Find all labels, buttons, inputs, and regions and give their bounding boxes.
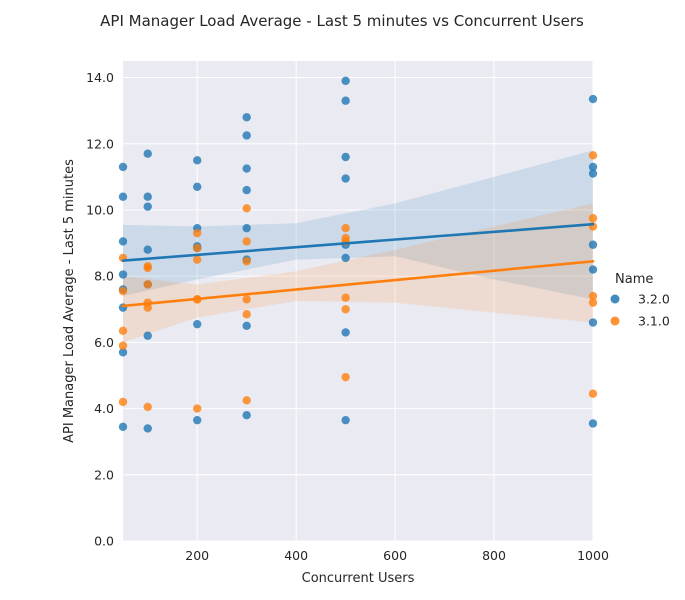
y-tick-label: 12.0	[86, 136, 114, 151]
data-points	[118, 76, 598, 433]
data-point	[341, 253, 350, 263]
y-tick-label: 10.0	[86, 202, 114, 217]
data-point	[341, 305, 350, 314]
data-point	[588, 298, 598, 307]
data-point	[588, 291, 598, 301]
trend-line	[121, 259, 595, 308]
data-point	[193, 255, 202, 264]
data-point	[193, 182, 202, 191]
data-point	[588, 151, 598, 160]
chart-title: API Manager Load Average - Last 5 minute…	[100, 12, 584, 30]
legend-label: 3.1.0	[638, 314, 670, 329]
legend-label: 3.2.0	[638, 292, 670, 307]
data-point	[588, 94, 598, 104]
data-point	[588, 169, 598, 178]
data-point	[143, 402, 152, 412]
data-point	[242, 113, 251, 122]
confidence-band	[123, 203, 593, 343]
data-point	[118, 422, 128, 431]
data-point	[143, 280, 152, 289]
data-point	[118, 237, 128, 246]
data-point	[242, 257, 251, 266]
data-point	[341, 76, 350, 86]
legend: Name 3.2.0 3.1.0	[610, 272, 670, 329]
data-point	[193, 319, 202, 329]
legend-title: Name	[615, 272, 653, 287]
data-point	[118, 286, 128, 296]
data-point	[588, 265, 598, 274]
y-tick-label: 0.0	[94, 534, 114, 549]
data-point	[588, 162, 598, 172]
y-axis-label: API Manager Load Average - Last 5 minute…	[62, 159, 77, 443]
x-tick-label: 200	[185, 548, 209, 563]
data-point	[242, 321, 251, 331]
y-axis-ticks: 0.0 2.0 4.0 6.0 8.0 10.0 12.0 14.0	[86, 70, 114, 548]
data-point	[118, 397, 128, 407]
data-point	[242, 411, 251, 420]
data-point	[118, 192, 128, 201]
data-point	[242, 223, 251, 233]
confidence-bands	[123, 150, 593, 343]
data-point	[143, 303, 152, 312]
y-tick-label: 4.0	[94, 401, 114, 416]
data-point	[242, 204, 251, 213]
x-tick-label: 600	[383, 548, 407, 563]
x-tick-label: 800	[482, 548, 506, 563]
data-point	[143, 192, 152, 201]
data-point	[341, 372, 350, 382]
confidence-band	[123, 150, 593, 300]
data-point	[118, 348, 128, 357]
data-point	[143, 149, 152, 158]
legend-marker	[610, 316, 620, 326]
data-point	[193, 243, 202, 253]
y-tick-label: 6.0	[94, 335, 114, 350]
data-point	[118, 162, 128, 172]
y-tick-label: 14.0	[86, 70, 114, 85]
data-point	[143, 202, 152, 211]
data-point	[588, 389, 598, 398]
data-point	[242, 237, 251, 246]
data-point	[143, 424, 152, 433]
x-axis-ticks: 200 400 600 800 1000	[185, 548, 609, 563]
data-point	[341, 293, 350, 302]
data-point	[341, 152, 350, 162]
data-point	[118, 341, 128, 350]
data-point	[588, 214, 598, 223]
data-point	[588, 318, 598, 327]
data-point	[242, 310, 251, 319]
data-point	[341, 174, 350, 183]
data-point	[341, 223, 350, 233]
y-tick-label: 2.0	[94, 467, 114, 482]
data-point	[588, 419, 598, 428]
legend-marker	[610, 294, 620, 304]
x-axis-label: Concurrent Users	[302, 571, 415, 586]
data-point	[341, 96, 350, 105]
data-point	[242, 295, 251, 304]
data-point	[143, 331, 152, 340]
data-point	[242, 396, 251, 405]
data-point	[143, 245, 152, 254]
data-point	[118, 270, 128, 279]
data-point	[193, 404, 202, 413]
data-point	[143, 263, 152, 273]
x-tick-label: 400	[284, 548, 308, 563]
plot-area	[123, 61, 593, 541]
data-point	[242, 131, 251, 140]
y-tick-label: 8.0	[94, 269, 114, 284]
data-point	[341, 415, 350, 425]
data-point	[242, 164, 251, 173]
data-point	[588, 240, 598, 249]
x-tick-label: 1000	[577, 548, 609, 563]
trend-lines	[121, 222, 595, 308]
trend-line	[121, 222, 595, 262]
data-point	[341, 328, 350, 337]
data-point	[118, 326, 128, 335]
data-point	[193, 415, 202, 425]
data-point	[193, 228, 202, 238]
data-point	[242, 185, 251, 195]
data-point	[193, 156, 202, 165]
